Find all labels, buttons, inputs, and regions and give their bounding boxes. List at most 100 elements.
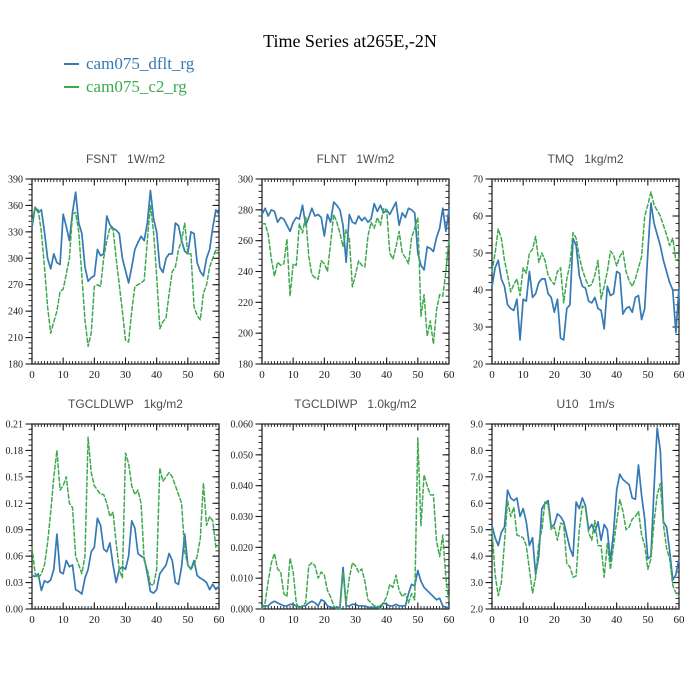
legend-label: cam075_c2_rg (86, 76, 187, 96)
x-tick-label: 30 (120, 369, 132, 381)
y-tick-label: 180 (8, 360, 23, 371)
x-tick-label: 10 (518, 614, 530, 626)
y-tick-label: 0.03 (6, 578, 24, 589)
x-tick-label: 50 (642, 614, 654, 626)
series-line-cam075_dflt_rg (491, 427, 680, 581)
x-tick-label: 10 (58, 614, 70, 626)
y-tick-label: 7.0 (471, 472, 484, 483)
series-line-cam075_c2_rg (491, 482, 680, 597)
y-tick-label: 4.0 (471, 552, 484, 563)
x-tick-label: 0 (489, 369, 495, 381)
y-tick-label: 280 (238, 205, 253, 216)
series-line-cam075_dflt_rg (31, 189, 220, 284)
tgcldiwp-chart: 0 10 20 30 40 50 60 0.000 0.010 0.020 0.030 0.040 0.… (231, 420, 456, 627)
x-tick-label: 40 (381, 614, 393, 626)
x-tick-label: 40 (151, 369, 163, 381)
x-tick-label: 40 (381, 369, 393, 381)
subplot-tgcldiwp: TGCLDIWP 1.0kg/m2 0 10 20 30 40 50 60 0.000 0.01… (228, 397, 459, 637)
y-tick-label: 60 (473, 212, 483, 223)
y-tick-label: 300 (8, 254, 23, 265)
subplot-title: TGCLDLWP 1kg/m2 (68, 397, 183, 411)
series-line-cam075_c2_rg (491, 191, 680, 304)
x-tick-label: 0 (259, 614, 265, 626)
y-tick-label: 8.0 (471, 446, 484, 457)
series-line-cam075_dflt_rg (491, 202, 680, 341)
y-tick-label: 0.030 (231, 512, 254, 523)
y-tick-label: 300 (238, 175, 253, 186)
subplot-tmq: TMQ 1kg/m2 0 10 20 30 40 50 60 20 30 40 50 60 70 (458, 152, 689, 392)
x-tick-label: 50 (412, 369, 424, 381)
x-tick-label: 10 (288, 614, 300, 626)
series-line-cam075_dflt_rg (31, 517, 220, 595)
x-tick-label: 50 (182, 369, 194, 381)
tmq-chart: 0 10 20 30 40 50 60 20 30 40 50 60 70 (473, 175, 686, 382)
y-tick-label: 0.21 (6, 420, 24, 431)
y-tick-label: 2.0 (471, 605, 484, 616)
legend-item: cam075_c2_rg (64, 75, 194, 98)
y-tick-label: 0.040 (231, 481, 254, 492)
y-tick-label: 270 (8, 280, 23, 291)
series-line-cam075_c2_rg (261, 207, 450, 345)
x-tick-label: 20 (89, 369, 101, 381)
legend-item: cam075_dflt_rg (64, 52, 194, 75)
y-tick-label: 0.020 (231, 543, 254, 554)
series-line-cam075_c2_rg (31, 436, 220, 586)
y-tick-label: 20 (473, 360, 483, 371)
flnt-chart: 0 10 20 30 40 50 60 180 200 220 240 260 280 300 (238, 175, 456, 382)
y-tick-label: 40 (473, 286, 483, 297)
y-tick-label: 260 (238, 236, 253, 247)
y-tick-label: 3.0 (471, 578, 484, 589)
x-tick-label: 10 (58, 369, 70, 381)
x-tick-label: 30 (350, 614, 362, 626)
y-tick-label: 70 (473, 175, 483, 186)
series-line-cam075_c2_rg (31, 204, 220, 348)
y-tick-label: 330 (8, 227, 23, 238)
x-tick-label: 10 (288, 369, 300, 381)
y-tick-label: 0.15 (6, 472, 24, 483)
y-tick-label: 360 (8, 201, 23, 212)
x-tick-label: 50 (412, 614, 424, 626)
y-tick-label: 0.00 (6, 605, 24, 616)
subplot-title: TGCLDIWP 1.0kg/m2 (294, 397, 417, 411)
x-tick-label: 50 (642, 369, 654, 381)
y-tick-label: 6.0 (471, 499, 484, 510)
x-tick-label: 50 (182, 614, 194, 626)
y-tick-label: 240 (8, 307, 23, 318)
y-tick-label: 50 (473, 249, 483, 260)
x-tick-label: 10 (518, 369, 530, 381)
x-tick-label: 20 (549, 614, 561, 626)
y-tick-label: 0.010 (231, 574, 254, 585)
x-tick-label: 20 (549, 369, 561, 381)
x-tick-label: 0 (489, 614, 495, 626)
legend-line-swatch-green (64, 85, 79, 88)
x-tick-label: 0 (29, 369, 35, 381)
y-tick-label: 9.0 (471, 420, 484, 431)
y-tick-label: 200 (238, 329, 253, 340)
x-tick-label: 40 (151, 614, 163, 626)
x-tick-label: 0 (259, 369, 265, 381)
x-tick-label: 60 (674, 369, 686, 381)
x-tick-label: 60 (214, 369, 226, 381)
axis-ticks (25, 178, 220, 365)
series-line-cam075_dflt_rg (261, 566, 450, 609)
x-tick-label: 40 (611, 614, 623, 626)
plot-frame (31, 423, 220, 610)
x-tick-label: 60 (674, 614, 686, 626)
axis-ticks (255, 423, 450, 610)
plot-frame (261, 178, 450, 365)
x-tick-label: 20 (89, 614, 101, 626)
subplot-u10: U10 1m/s 0 10 20 30 40 50 60 2.0 3.0 4.0 5.0 6.0 7.0… (458, 397, 689, 637)
y-tick-label: 30 (473, 323, 483, 334)
x-tick-label: 30 (580, 369, 592, 381)
legend-line-swatch-blue (64, 62, 79, 65)
u10-chart: 0 10 20 30 40 50 60 2.0 3.0 4.0 5.0 6.0 7.0 8.0 9.0 (471, 420, 686, 627)
x-tick-label: 30 (120, 614, 132, 626)
x-tick-label: 40 (611, 369, 623, 381)
y-tick-label: 0.12 (6, 499, 24, 510)
x-tick-label: 60 (444, 369, 456, 381)
series-line-cam075_dflt_rg (261, 201, 450, 271)
subplot-tgcldlwp: TGCLDLWP 1kg/m2 0 10 20 30 40 50 60 0.00 0.03 0.0… (0, 397, 229, 637)
y-tick-label: 0.050 (231, 450, 254, 461)
y-tick-label: 0.000 (231, 605, 254, 616)
legend: cam075_dflt_rg cam075_c2_rg (64, 52, 194, 98)
